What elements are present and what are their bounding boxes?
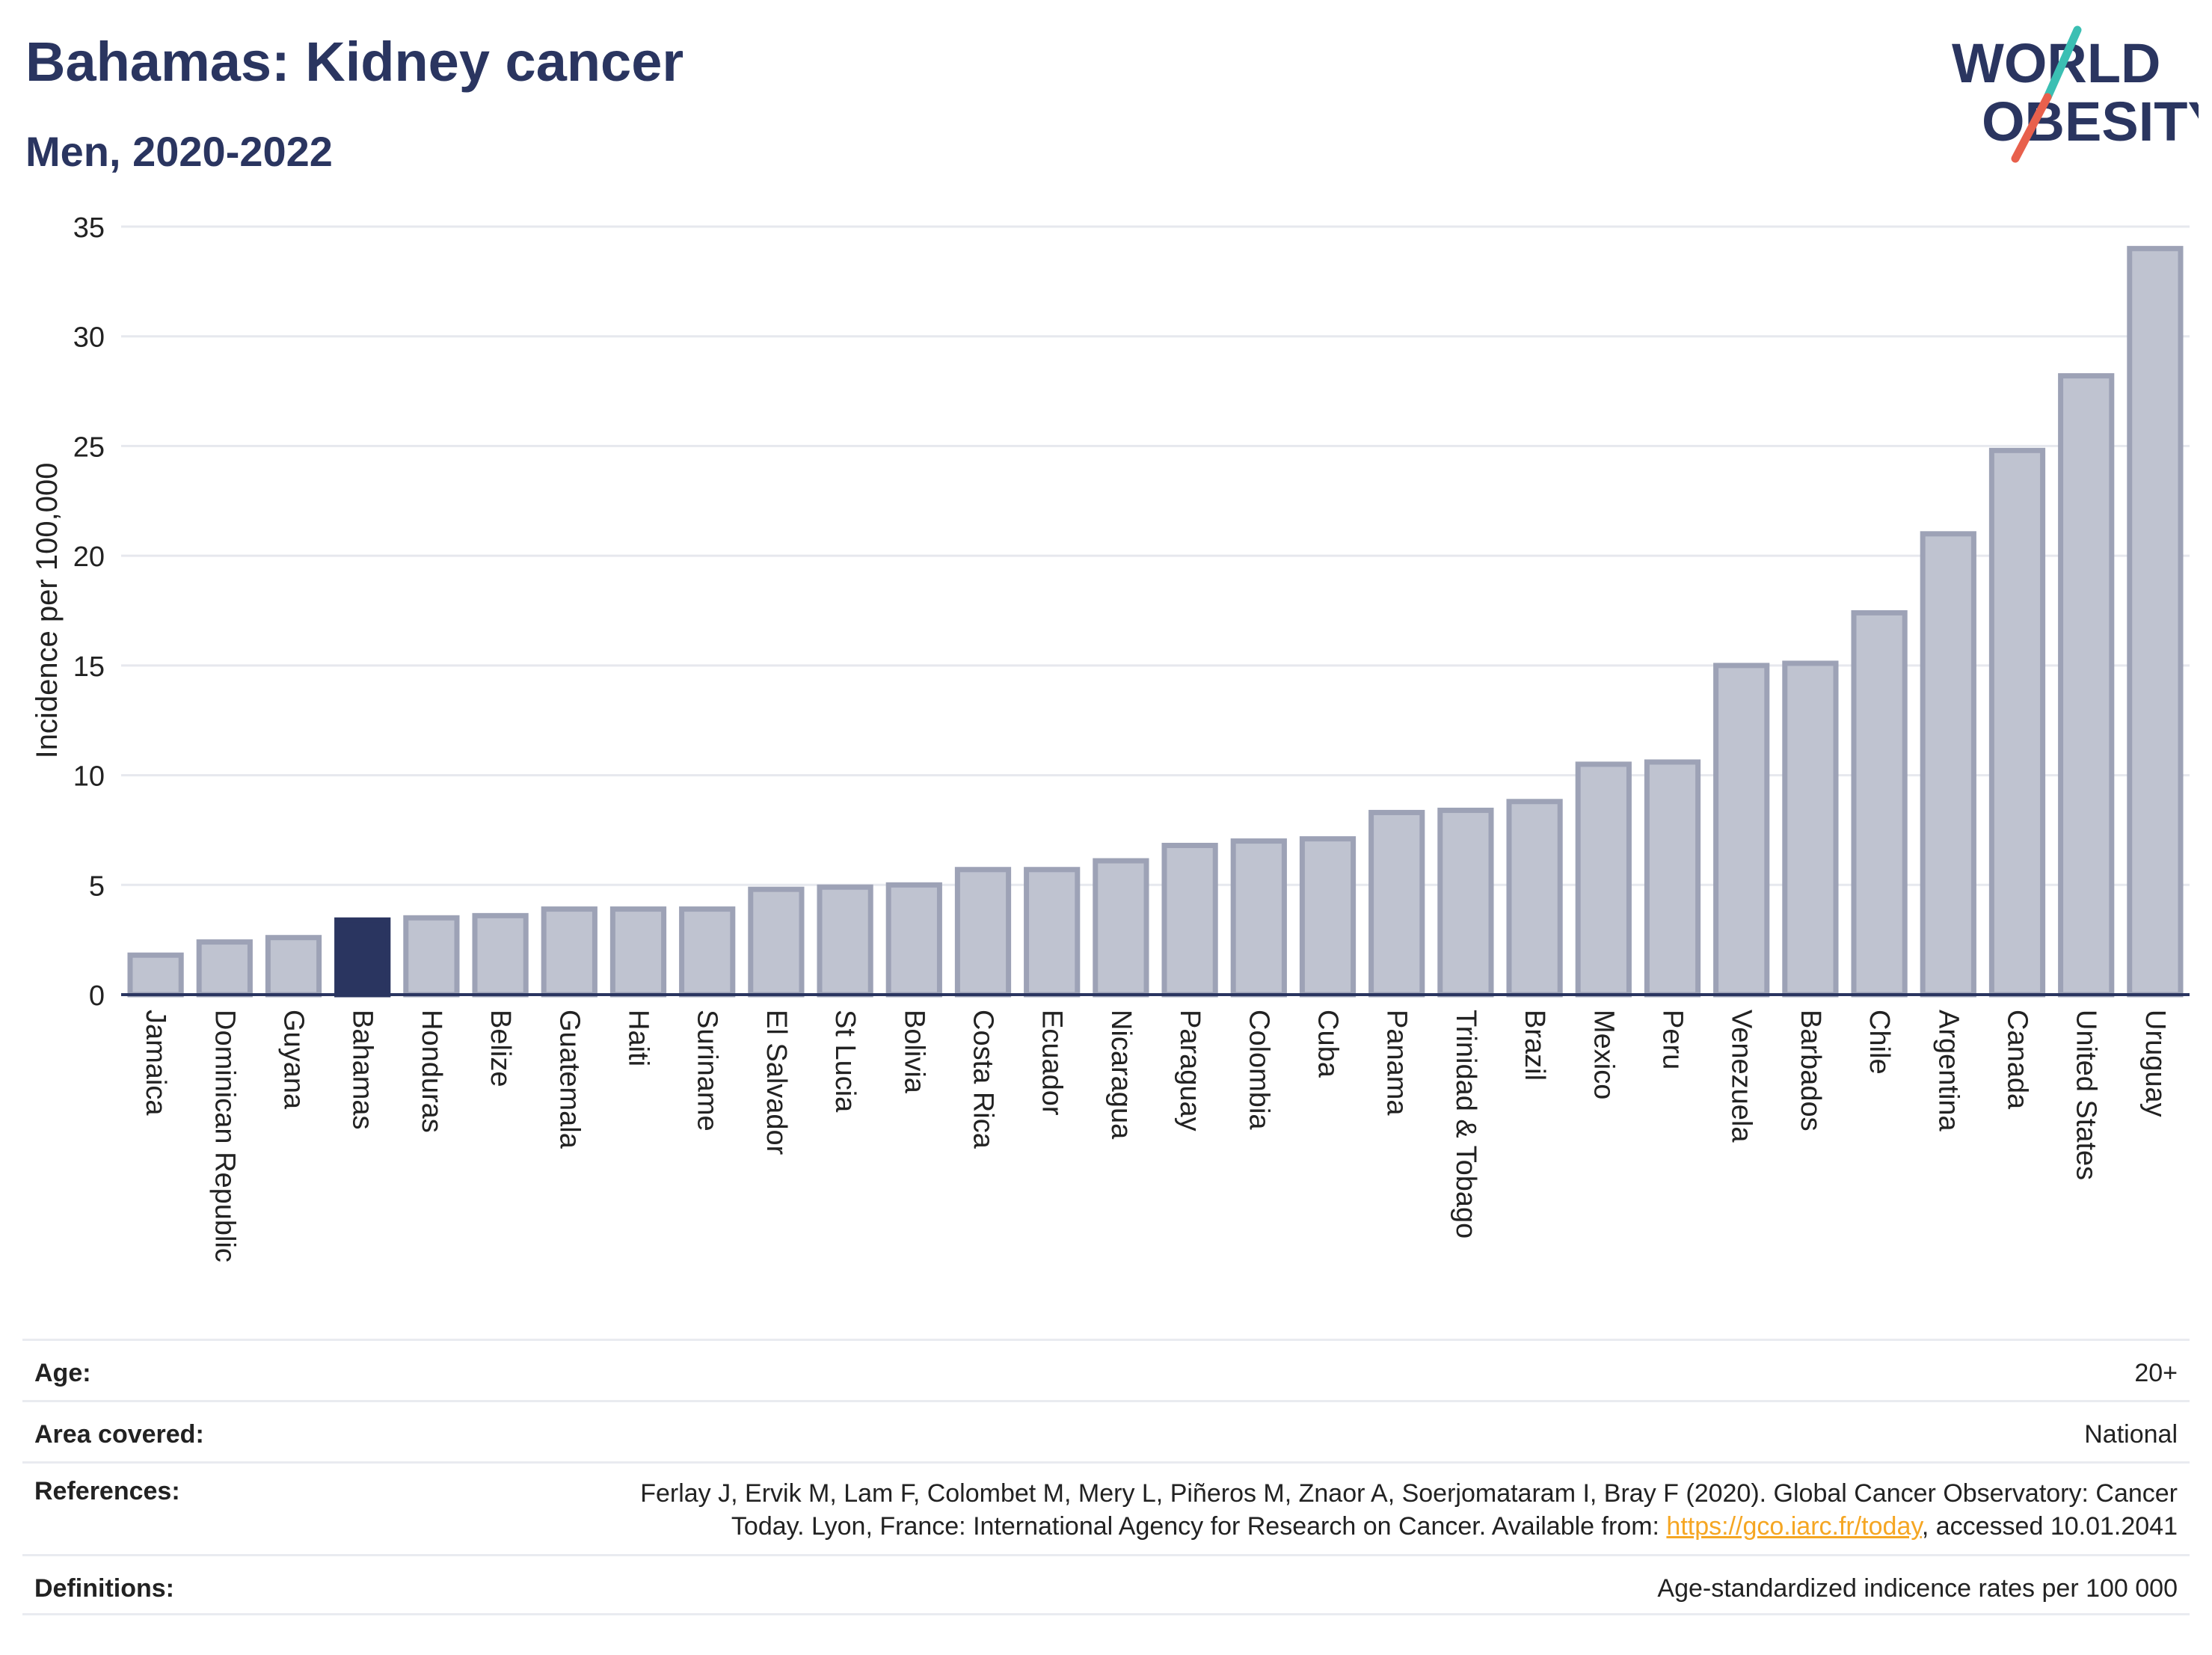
footer-table: Age: 20+ Area covered: National References: F… [22, 1339, 2190, 1615]
footer-row: Area covered: National [22, 1400, 2190, 1461]
x-tick-label: Argentina [1932, 1010, 1964, 1132]
bar-colombia [1230, 838, 1287, 998]
x-tick-label: St Lucia [829, 1010, 861, 1113]
x-tick-label: Costa Rica [968, 1010, 999, 1149]
bar-bahamas [334, 917, 391, 998]
x-tick-label: Haiti [623, 1010, 654, 1066]
bar-el-salvador [748, 886, 805, 998]
bar-chile [1851, 610, 1908, 998]
bar-haiti [609, 906, 667, 998]
footer-row: Age: 20+ [22, 1339, 2190, 1400]
bar-belize [472, 912, 529, 998]
y-tick-label: 10 [73, 761, 105, 793]
world-obesity-logo: WORLD OBESITY [1952, 25, 2199, 163]
y-tick-label: 20 [73, 541, 105, 573]
bar-mexico [1575, 761, 1632, 998]
footer-value: 20+ [2134, 1359, 2178, 1387]
footer-value: National [2084, 1420, 2178, 1449]
x-tick-label: Guyana [278, 1010, 310, 1110]
x-tick-label: Chile [1864, 1010, 1895, 1075]
footer-value: Age-standardized indicence rates per 100… [1657, 1574, 2178, 1603]
bar-argentina [1920, 531, 1976, 998]
logo-slash-teal [2043, 25, 2082, 102]
bar-cuba [1299, 836, 1357, 998]
footer-label: References: [34, 1477, 180, 1505]
bar-suriname [679, 906, 736, 998]
x-tick-label: Peru [1657, 1010, 1689, 1069]
x-tick-label: El Salvador [761, 1010, 792, 1155]
bar-peru [1644, 759, 1701, 998]
x-tick-label: Panama [1381, 1010, 1413, 1116]
bar-brazil [1506, 799, 1563, 998]
bar-guyana [265, 935, 322, 998]
x-tick-label: Honduras [416, 1010, 447, 1133]
footer-value: Ferlay J, Ervik M, Lam F, Colombet M, Me… [622, 1477, 2190, 1543]
x-tick-label: Dominican Republic [209, 1010, 240, 1262]
x-tick-label: Venezuela [1726, 1010, 1757, 1143]
bar-honduras [403, 915, 460, 998]
x-tick-label: Cuba [1312, 1010, 1344, 1078]
bar-st-lucia [817, 884, 873, 998]
footer-row: References: Ferlay J, Ervik M, Lam F, Col… [22, 1461, 2190, 1554]
reference-link[interactable]: https://gco.iarc.fr/today [1666, 1512, 1922, 1541]
bar-canada [1988, 447, 2046, 998]
grid-lines [121, 225, 2190, 886]
footer-row: Definitions: Age-standardized indicence r… [22, 1554, 2190, 1615]
chart-subtitle: Men, 2020-2022 [25, 128, 333, 175]
y-tick-label: 5 [89, 871, 105, 902]
x-tick-label: Suriname [692, 1010, 723, 1132]
x-tick-label: Brazil [1519, 1010, 1550, 1081]
reference-accessed: , accessed 10.01.2041 [1921, 1512, 2178, 1541]
y-axis-label: Incidence per 100,000 [31, 463, 64, 759]
x-tick-label: Canada [2002, 1010, 2033, 1110]
x-tick-label: Uruguay [2139, 1010, 2171, 1117]
y-tick-label: 30 [73, 322, 105, 354]
x-tick-label: Trinidad & Tobago [1450, 1010, 1481, 1238]
footer-label: Definitions: [34, 1574, 174, 1603]
x-tick-label: Bolivia [898, 1010, 930, 1094]
y-axis-ticks: 0 5 10 15 20 25 30 35 [73, 212, 105, 1012]
x-tick-label: Barbados [1795, 1010, 1826, 1132]
bar-venezuela [1713, 663, 1770, 998]
bar-guatemala [541, 906, 597, 998]
bar-panama [1368, 809, 1425, 998]
logo-slash-red [2011, 93, 2052, 163]
reference-text: Ferlay J, Ervik M, Lam F, Colombet M, Me… [640, 1479, 2178, 1541]
x-tick-label: Paraguay [1174, 1010, 1205, 1132]
x-tick-label: Belize [485, 1010, 516, 1087]
bar-uruguay [2127, 245, 2184, 998]
logo-line2: OBESITY [1982, 90, 2199, 153]
x-tick-label: Jamaica [140, 1010, 171, 1116]
footer-label: Area covered: [34, 1420, 204, 1449]
chart-title: Bahamas: Kidney cancer [25, 31, 684, 93]
bar-jamaica [127, 952, 184, 998]
bar-trinidad-tobago [1437, 808, 1494, 998]
y-tick-label: 0 [89, 980, 105, 1012]
bar-chart: 0 5 10 15 20 25 30 35 Jamaica Dominican Republic… [31, 212, 2190, 1262]
y-tick-label: 15 [73, 651, 105, 683]
bar-nicaragua [1093, 858, 1149, 998]
x-tick-label: Bahamas [347, 1010, 378, 1130]
x-tick-label: United States [2071, 1010, 2102, 1180]
bar-barbados [1782, 660, 1839, 998]
bar-paraguay [1161, 842, 1218, 998]
y-tick-label: 35 [73, 212, 105, 244]
footer-label: Age: [34, 1359, 91, 1387]
bars [127, 245, 2184, 998]
x-tick-label: Guatemala [553, 1010, 585, 1149]
x-tick-label: Mexico [1588, 1010, 1619, 1099]
bar-bolivia [885, 882, 942, 998]
x-tick-label: Nicaragua [1105, 1010, 1137, 1140]
bar-united-states [2058, 373, 2115, 998]
x-axis-ticks: Jamaica Dominican Republic Guyana Bahamas Ho… [140, 1010, 2171, 1262]
bar-dominican-republic [196, 939, 253, 998]
bar-ecuador [1024, 867, 1081, 998]
x-tick-label: Ecuador [1036, 1010, 1068, 1116]
bar-costa-rica [954, 867, 1012, 998]
y-tick-label: 25 [73, 432, 105, 463]
x-tick-label: Colombia [1243, 1010, 1274, 1130]
